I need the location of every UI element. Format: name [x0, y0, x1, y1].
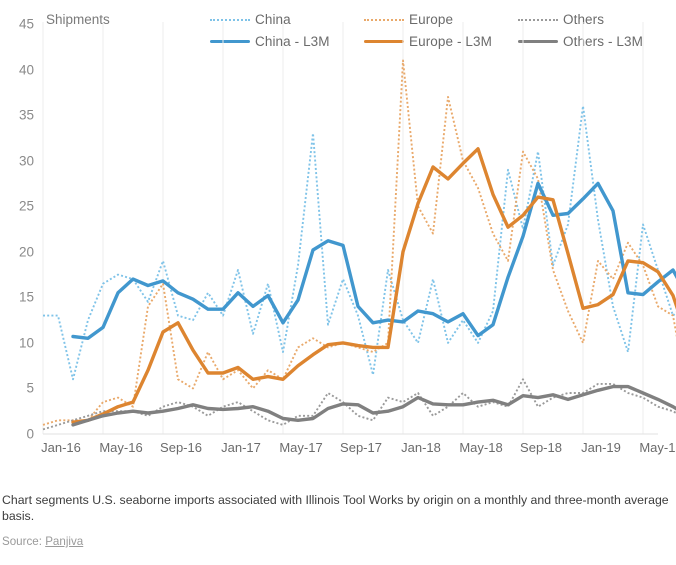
- series-line-europe-l3m: [71, 147, 676, 424]
- solid-line-swatch-china-l3m: [210, 36, 250, 47]
- dotted-line-swatch-others: [518, 14, 558, 25]
- legend-label-europe: Europe: [409, 11, 454, 27]
- y-axis-tick-45: 45: [18, 16, 34, 32]
- y-axis-tick-10: 10: [18, 335, 34, 351]
- series-line-china-l3m: [71, 181, 676, 340]
- legend-label-china: China: [255, 11, 291, 27]
- legend-item-others[interactable]: Others: [518, 8, 672, 30]
- legend-item-china[interactable]: China: [210, 8, 364, 30]
- x-axis-tick-may-16: May-16: [99, 440, 143, 455]
- legend-item-china-l3m[interactable]: China - L3M: [210, 30, 364, 52]
- solid-line-swatch-others-l3m: [518, 36, 558, 47]
- chart-caption: Chart segments U.S. seaborne imports ass…: [2, 493, 669, 523]
- y-axis-tick-25: 25: [18, 198, 34, 214]
- y-axis-tick-35: 35: [18, 107, 34, 123]
- chart-footer: Chart segments U.S. seaborne imports ass…: [2, 492, 670, 548]
- y-axis-tick-5: 5: [26, 380, 34, 396]
- legend-label-china-l3m: China - L3M: [255, 33, 330, 49]
- x-axis-tick-jan-17: Jan-17: [221, 440, 261, 455]
- x-axis-tick-jan-19: Jan-19: [581, 440, 621, 455]
- x-axis-tick-may-19: May-19: [639, 440, 676, 455]
- y-axis-tick-0: 0: [26, 426, 34, 442]
- y-axis-tick-20: 20: [18, 244, 34, 260]
- x-axis-tick-sep-18: Sep-18: [520, 440, 562, 455]
- legend-item-europe[interactable]: Europe: [364, 8, 518, 30]
- x-axis-labels: Jan-16 May-16 Sep-16 Jan-17 May-17 Sep-17 Jan-…: [0, 440, 676, 462]
- y-axis-tick-15: 15: [18, 289, 34, 305]
- source-link[interactable]: Panjiva: [45, 535, 84, 548]
- chart-plot-area: [42, 22, 676, 435]
- legend-row-monthly: China Europe Others: [210, 8, 672, 30]
- x-axis-tick-jan-16: Jan-16: [41, 440, 81, 455]
- series-line-others-l3m: [71, 384, 676, 427]
- legend-item-europe-l3m[interactable]: Europe - L3M: [364, 30, 518, 52]
- y-axis-tick-40: 40: [18, 62, 34, 78]
- x-axis-tick-may-17: May-17: [279, 440, 323, 455]
- legend-label-others: Others: [563, 11, 605, 27]
- x-axis-tick-jan-18: Jan-18: [401, 440, 441, 455]
- source-prefix: Source:: [2, 535, 46, 548]
- x-axis-tick-sep-16: Sep-16: [160, 440, 202, 455]
- chart-title: Shipments: [46, 12, 110, 27]
- dotted-line-swatch-europe: [364, 14, 404, 25]
- series-line-europe: [42, 59, 676, 426]
- y-axis-labels: 0 5 10 15 20 25 30 35 40 45: [0, 0, 42, 445]
- legend-label-europe-l3m: Europe - L3M: [409, 33, 492, 49]
- chart-source: Source: Panjiva: [2, 535, 670, 548]
- legend-row-l3m: China - L3M Europe - L3M Others - L3M: [210, 30, 672, 52]
- dotted-line-swatch-china: [210, 14, 250, 25]
- x-axis-tick-may-18: May-18: [459, 440, 503, 455]
- series-line-china: [43, 105, 676, 381]
- y-axis-tick-30: 30: [18, 153, 34, 169]
- chart-legend: China Europe Others China - L3M Europe -…: [210, 8, 672, 52]
- x-axis-tick-sep-17: Sep-17: [340, 440, 382, 455]
- solid-line-swatch-europe-l3m: [364, 36, 404, 47]
